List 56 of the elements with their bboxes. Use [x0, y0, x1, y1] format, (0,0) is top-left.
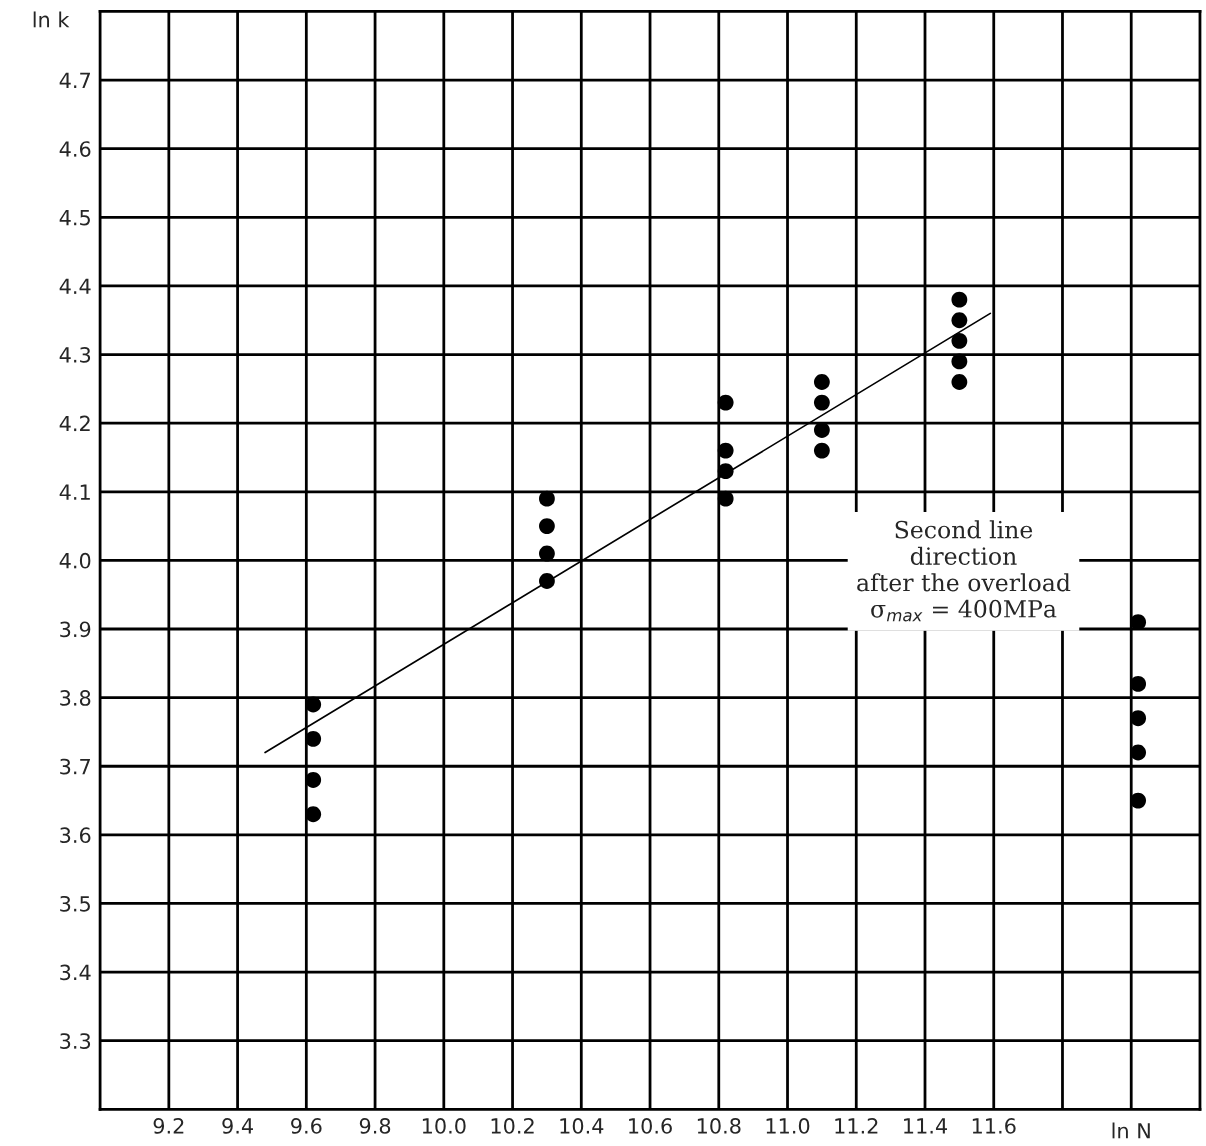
y-tick-label: 3.4	[60, 964, 91, 981]
point	[717, 490, 734, 507]
point	[305, 730, 322, 747]
x-axis-title: ln N	[1112, 1122, 1150, 1139]
x-tick-label: 11.2	[835, 1118, 878, 1134]
y-tick-label: 3.6	[60, 827, 91, 844]
y-tick-label: 3.7	[60, 758, 90, 775]
point	[305, 696, 322, 713]
point	[717, 463, 734, 480]
x-tick-label: 9.6	[291, 1118, 322, 1134]
point	[951, 312, 968, 329]
y-tick-label: 4.1	[59, 484, 90, 500]
y-tick-label: 3.9	[60, 621, 91, 638]
x-tick-label: 11.4	[904, 1118, 948, 1134]
point	[717, 442, 734, 459]
x-tick-label: 10.4	[560, 1118, 604, 1134]
y-tick-label: 4.2	[59, 415, 90, 432]
y-tick-label: 4.4	[59, 278, 91, 294]
x-tick-label: 10.8	[697, 1118, 741, 1134]
x-tick-label: 9.2	[153, 1118, 184, 1134]
y-tick-label: 3.5	[60, 895, 90, 912]
point	[1130, 792, 1147, 809]
y-tick-label: 4.0	[59, 552, 91, 569]
y-tick-label: 3.8	[60, 690, 91, 706]
y-tick-label: 4.3	[59, 347, 91, 363]
point	[951, 332, 968, 349]
point	[539, 573, 555, 589]
annotation: Second line direction after the overload σ$_{max}$ = 400MPa	[857, 520, 1071, 622]
y-tick-label: 4.5	[59, 210, 90, 226]
point	[813, 442, 830, 459]
y-axis-title: ln k	[33, 11, 70, 28]
point	[813, 422, 830, 438]
x-tick-label: 9.8	[359, 1118, 391, 1134]
point	[1130, 744, 1147, 761]
point	[813, 394, 830, 411]
point	[539, 490, 555, 507]
x-tick-label: 10.6	[629, 1118, 672, 1134]
point	[539, 518, 555, 534]
x-tick-label: 10.2	[491, 1118, 534, 1134]
y-tick-label: 3.3	[60, 1033, 91, 1049]
x-tick-label: 11.6	[972, 1118, 1016, 1134]
point	[539, 545, 555, 562]
point	[951, 291, 968, 308]
x-tick-label: 9.4	[222, 1118, 253, 1134]
point	[305, 772, 322, 788]
point	[951, 374, 968, 390]
point	[951, 353, 968, 370]
point	[1130, 710, 1147, 727]
point	[717, 394, 734, 411]
point	[305, 806, 322, 823]
point	[1130, 675, 1147, 692]
x-tick-label: 10.0	[422, 1118, 466, 1134]
x-tick-label: 11.0	[766, 1118, 810, 1134]
y-tick-label: 4.6	[59, 141, 91, 157]
point	[813, 374, 830, 390]
y-tick-label: 4.7	[59, 72, 90, 88]
